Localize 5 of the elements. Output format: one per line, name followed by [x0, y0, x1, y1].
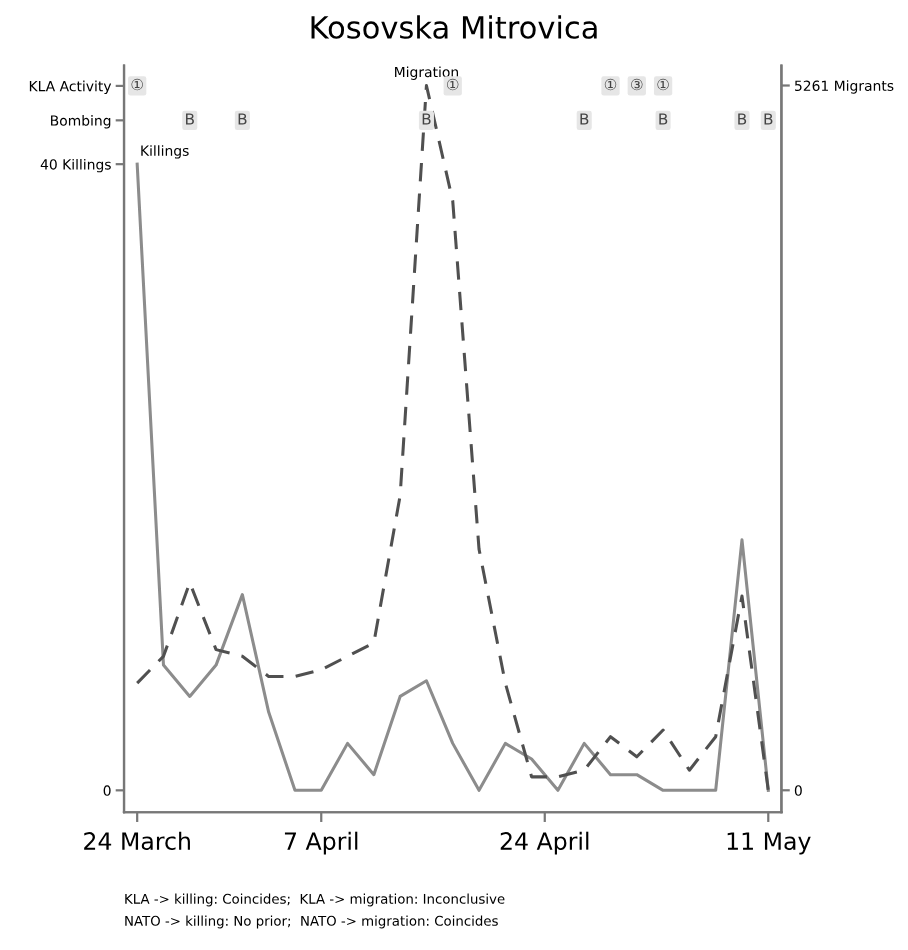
- x-tick-label: 11 May: [727, 832, 811, 855]
- x-tick-label: 24 March: [84, 831, 190, 850]
- chart-title: Kosovska Mitrovica: [311, 15, 597, 39]
- x-tick-label: 24 April: [500, 831, 589, 855]
- x-tick-label: 7 April: [284, 831, 358, 855]
